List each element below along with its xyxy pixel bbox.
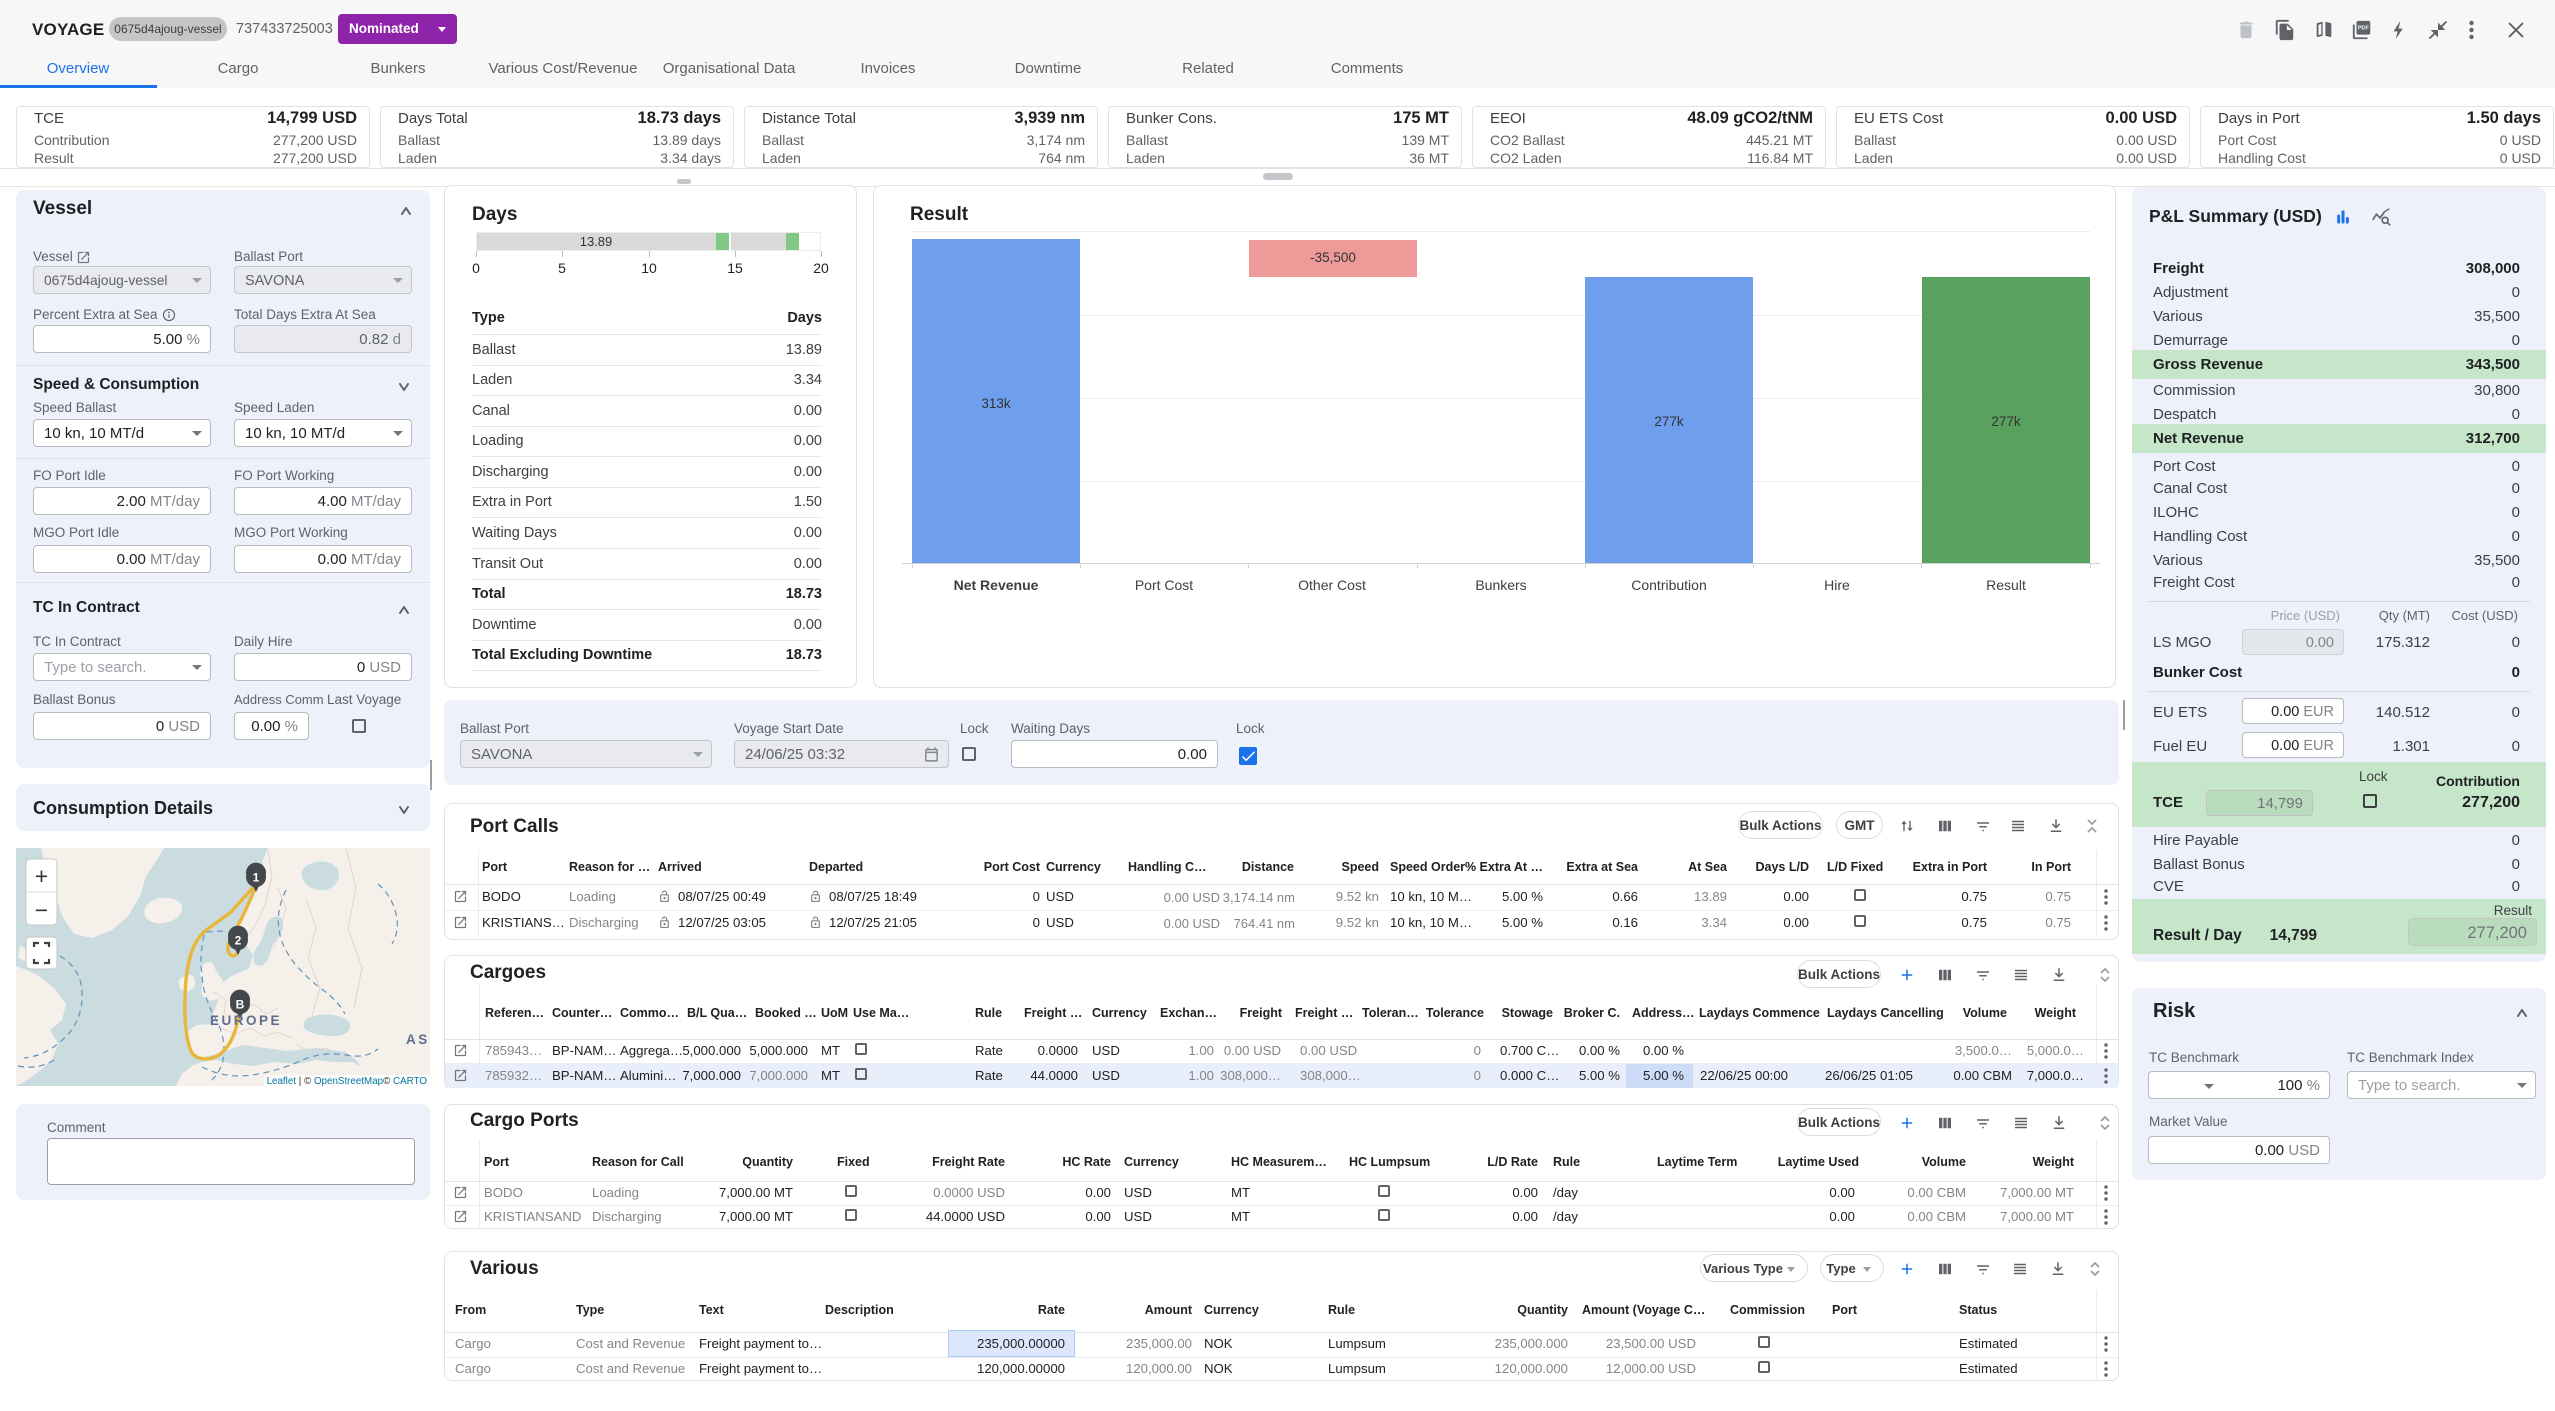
- svg-text:−: −: [35, 897, 48, 923]
- svg-text:1: 1: [253, 871, 260, 885]
- svg-text:ASIA: ASIA: [406, 1032, 430, 1047]
- svg-text:PDF: PDF: [2358, 26, 2370, 32]
- svg-text:2: 2: [235, 934, 242, 948]
- svg-text:EUROPE: EUROPE: [210, 1013, 282, 1028]
- svg-text:B: B: [236, 998, 245, 1012]
- svg-text:Leaflet | © OpenStreetMap© CAR: Leaflet | © OpenStreetMap© CARTO: [267, 1076, 428, 1086]
- svg-text:+: +: [35, 863, 48, 889]
